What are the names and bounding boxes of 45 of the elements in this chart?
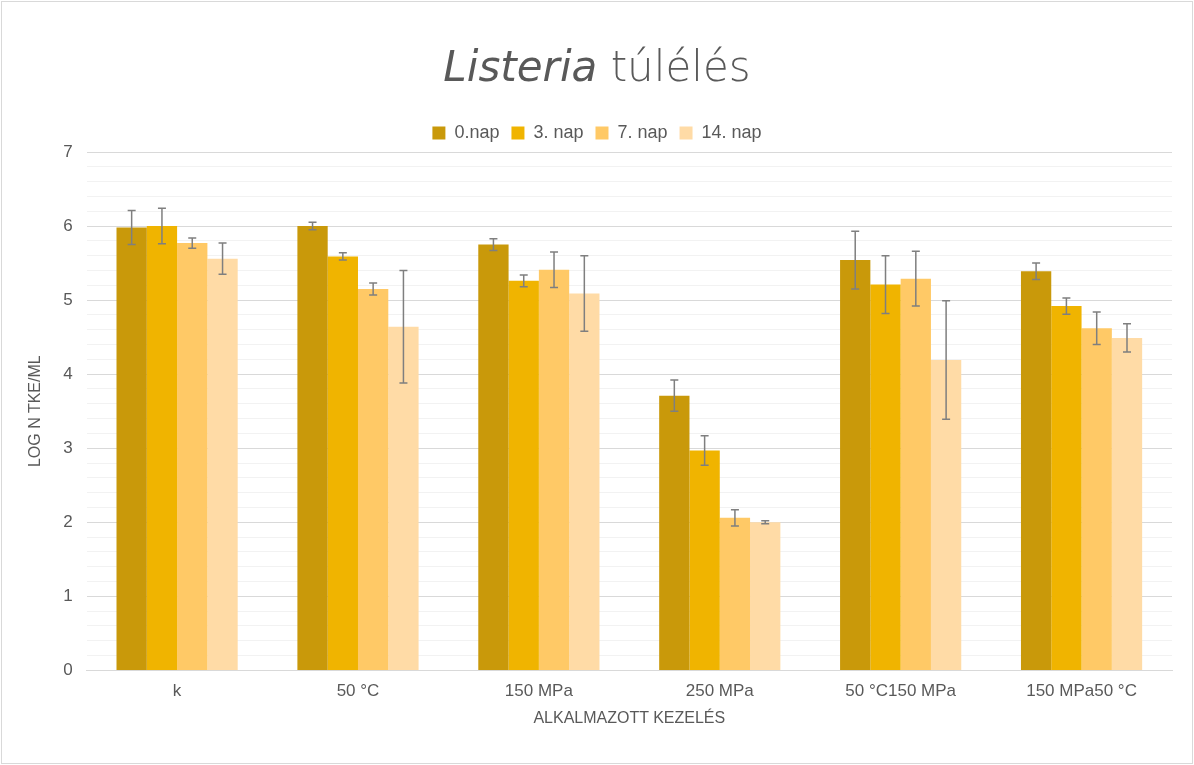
y-tick-label: 2 <box>63 511 73 531</box>
bar <box>207 258 238 670</box>
bar <box>1081 328 1112 670</box>
y-tick-label: 3 <box>63 437 73 457</box>
bar <box>1020 271 1052 670</box>
y-tick-label: 0 <box>63 660 73 680</box>
bar <box>357 289 389 670</box>
bar <box>297 226 328 670</box>
y-tick-label: 1 <box>63 586 73 606</box>
bar <box>508 280 539 670</box>
bar <box>659 395 690 670</box>
y-tick-label: 4 <box>63 363 73 383</box>
legend-label: 3. nap <box>533 121 584 142</box>
legend-label: 14. nap <box>701 121 762 142</box>
bar <box>750 522 781 670</box>
bar <box>689 450 720 670</box>
chart-title: Listeria túlélés <box>442 42 752 91</box>
x-tick-label: 250 MPa <box>685 681 755 701</box>
y-axis-title: LOG N TKE/ML <box>26 355 44 468</box>
bar <box>1111 337 1143 670</box>
x-axis-title: ALKALMAZOTT KEZELÉS <box>533 707 726 726</box>
bar <box>538 269 570 670</box>
bar <box>116 227 147 670</box>
y-tick-label: 6 <box>63 215 73 235</box>
bar <box>900 278 931 670</box>
x-tick-label: 150 MPa50 °C <box>1026 681 1137 701</box>
y-tick-label: 7 <box>63 141 73 161</box>
legend-label: 0.nap <box>454 121 500 142</box>
bar <box>327 256 358 670</box>
bar <box>146 226 178 670</box>
x-tick-label: 50 °C <box>336 681 380 701</box>
bar <box>870 284 901 670</box>
x-tick-label: k <box>172 681 182 701</box>
bar <box>719 517 751 670</box>
legend-label: 7. nap <box>617 121 668 142</box>
bar <box>840 260 871 670</box>
bar <box>569 293 600 670</box>
y-tick-label: 5 <box>63 289 73 309</box>
bar <box>177 243 208 670</box>
bar <box>388 326 419 670</box>
x-tick-label: 150 MPa <box>504 681 574 701</box>
bar <box>1051 306 1082 670</box>
bar <box>478 244 509 670</box>
bar <box>930 360 962 670</box>
x-tick-label: 50 °C150 MPa <box>845 681 957 701</box>
